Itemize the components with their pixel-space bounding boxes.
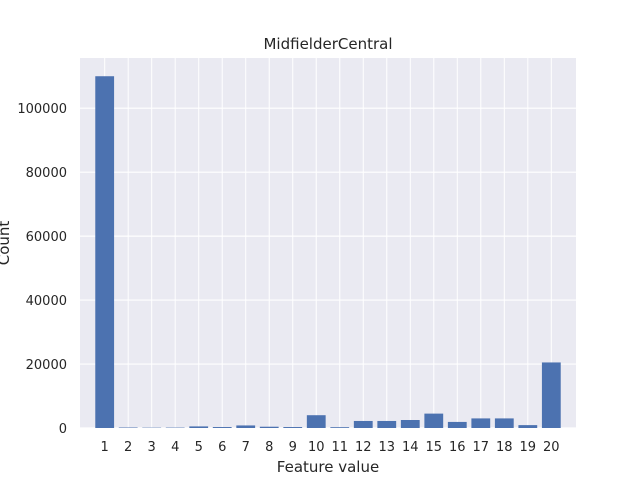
bar-17 (471, 418, 491, 428)
x-tick-label: 16 (449, 440, 466, 455)
x-tick-label: 18 (496, 440, 513, 455)
x-tick-label: 9 (289, 440, 297, 455)
bar-20 (541, 362, 561, 428)
y-tick-label: 60000 (26, 230, 67, 245)
bar-14 (400, 420, 420, 428)
y-tick-label: 80000 (26, 166, 67, 181)
bar-16 (447, 421, 467, 428)
y-axis-label: Count (0, 221, 13, 266)
x-tick-label: 14 (402, 440, 419, 455)
x-tick-label: 10 (308, 440, 325, 455)
x-tick-label: 4 (171, 440, 179, 455)
plot-area (80, 58, 576, 428)
bar-19 (518, 425, 538, 428)
x-tick-label: 13 (378, 440, 395, 455)
x-tick-label: 11 (331, 440, 348, 455)
x-tick-label: 6 (218, 440, 226, 455)
bar-10 (306, 415, 326, 428)
bar-9 (283, 427, 303, 428)
y-tick-label: 20000 (26, 358, 67, 373)
x-tick-label: 2 (124, 440, 132, 455)
x-tick-label: 7 (242, 440, 250, 455)
x-tick-labels: 1 2 3 4 5 6 7 8 9 10 11 12 13 14 15 16 17 18 19 20 (101, 440, 560, 455)
y-tick-labels: 0 20000 40000 60000 80000 100000 (17, 102, 67, 437)
x-tick-label: 1 (101, 440, 109, 455)
bar-7 (236, 425, 256, 428)
x-axis-label: Feature value (277, 458, 379, 476)
x-tick-label: 5 (195, 440, 203, 455)
bar-8 (259, 426, 279, 428)
bar-11 (330, 427, 350, 428)
bar-13 (377, 420, 397, 428)
bar-5 (189, 426, 209, 428)
y-tick-label: 100000 (17, 102, 67, 117)
x-tick-label: 3 (148, 440, 156, 455)
bar-12 (353, 420, 373, 428)
bars (95, 76, 561, 428)
x-tick-label: 8 (265, 440, 273, 455)
x-tick-label: 12 (355, 440, 372, 455)
grid-lines (80, 58, 576, 429)
chart-title: MidfielderCentral (263, 35, 392, 53)
bar-15 (424, 413, 444, 428)
x-tick-label: 15 (426, 440, 443, 455)
x-tick-label: 19 (520, 440, 537, 455)
bar-6 (212, 427, 232, 428)
y-tick-label: 0 (59, 422, 67, 437)
y-tick-label: 40000 (26, 294, 67, 309)
x-tick-label: 20 (543, 440, 560, 455)
bar-1 (95, 76, 115, 428)
bar-18 (494, 418, 514, 428)
x-tick-label: 17 (473, 440, 490, 455)
